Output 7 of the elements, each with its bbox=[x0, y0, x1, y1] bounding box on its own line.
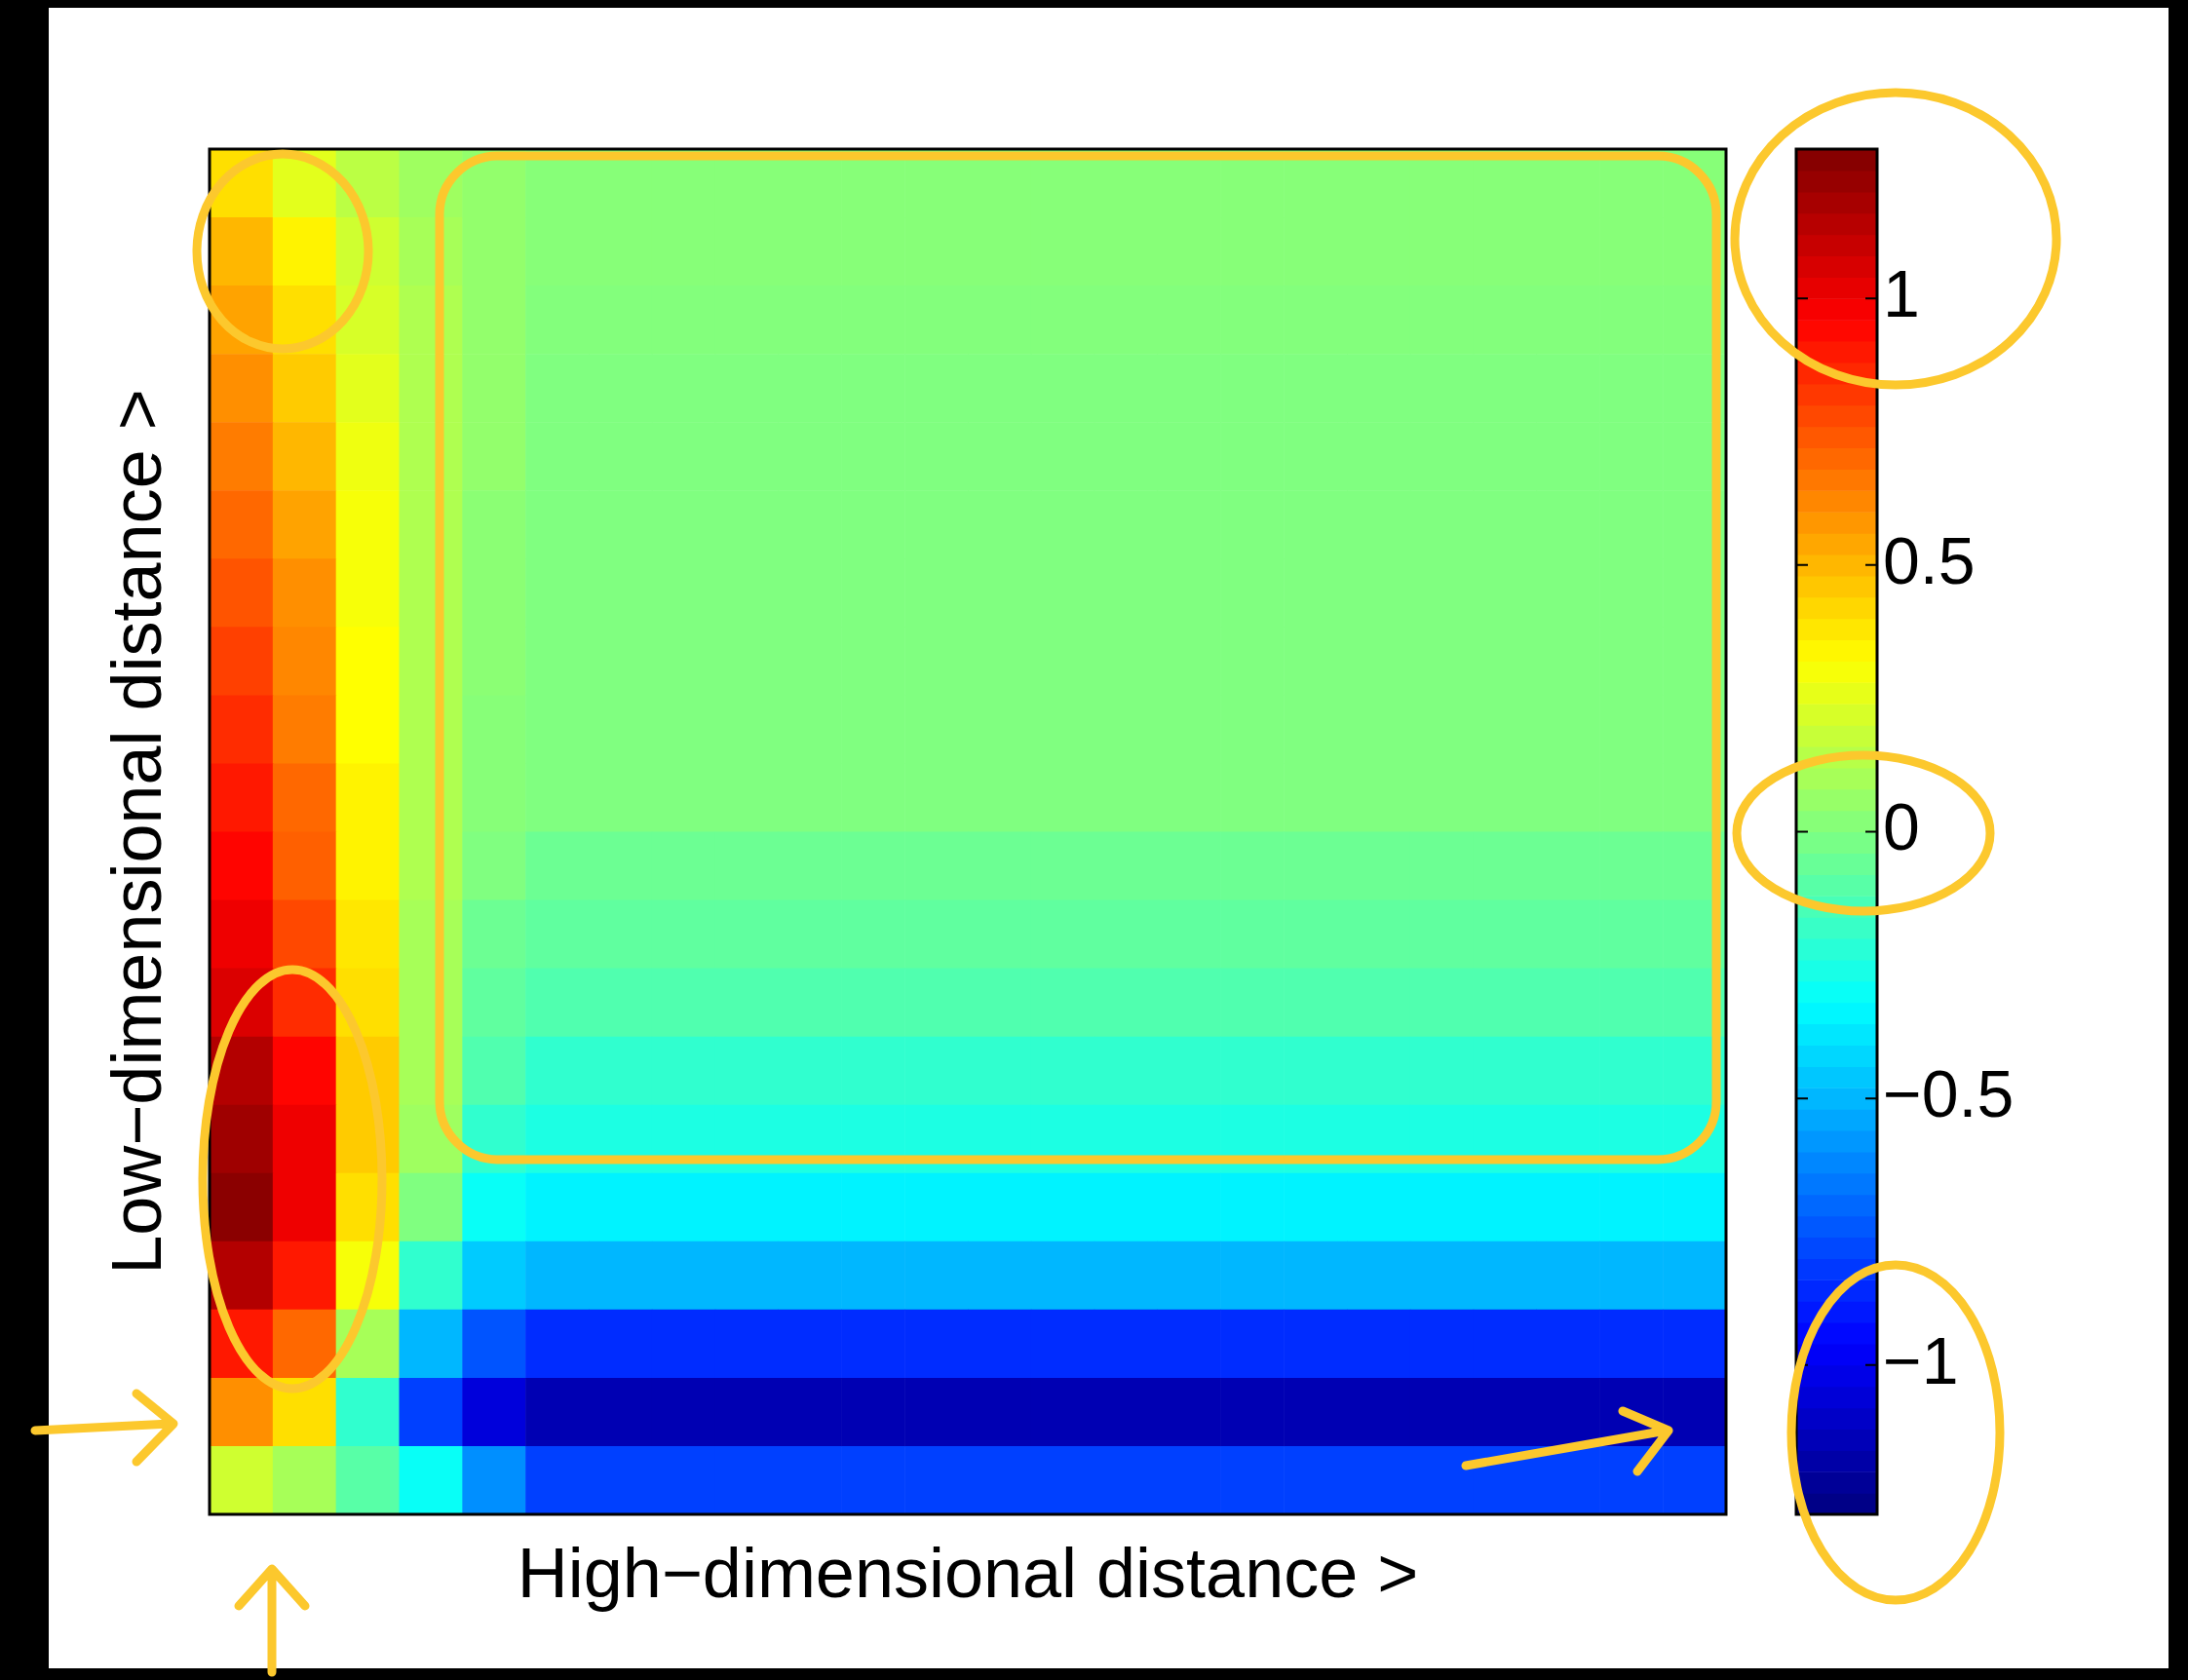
color-bar-label: 0.5 bbox=[1883, 522, 1976, 597]
color-bar-label: 0 bbox=[1883, 789, 1920, 864]
color-bar-label: −0.5 bbox=[1883, 1055, 2015, 1130]
x-axis-title: High−dimensional distance > bbox=[517, 1533, 1419, 1612]
color-bar-label: −1 bbox=[1883, 1322, 1959, 1397]
color-bar-label: 1 bbox=[1883, 255, 1920, 330]
y-axis-title: Low−dimensional distance > bbox=[96, 389, 175, 1275]
